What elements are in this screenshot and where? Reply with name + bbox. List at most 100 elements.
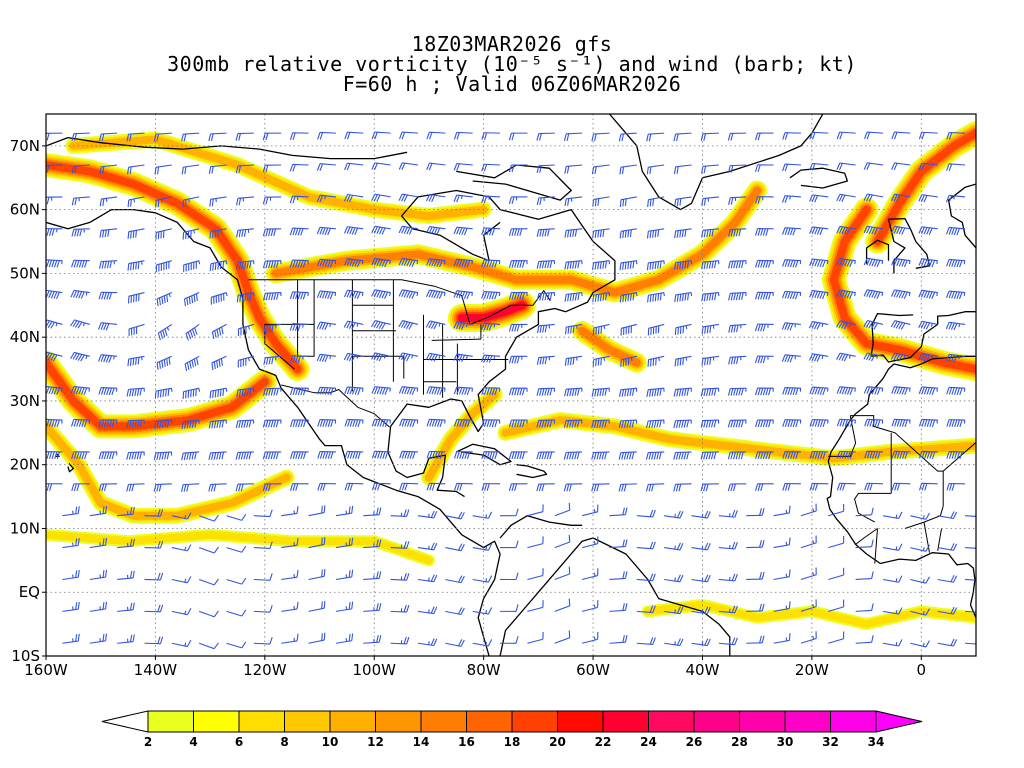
wind-barb bbox=[674, 291, 693, 303]
wind-barb bbox=[289, 483, 309, 491]
wind-barb bbox=[755, 419, 774, 428]
wind-barb bbox=[281, 569, 299, 581]
wind-barb bbox=[289, 419, 309, 428]
wind-barb bbox=[117, 506, 135, 517]
wind-barb bbox=[863, 225, 884, 235]
wind-barb bbox=[316, 226, 336, 236]
vort-band-northern-canada-band bbox=[65, 131, 492, 224]
wind-barb bbox=[536, 228, 555, 237]
wind-barb bbox=[235, 451, 254, 460]
wind-barb bbox=[800, 535, 817, 549]
colorbar-swatch bbox=[648, 710, 695, 733]
wind-barb bbox=[99, 164, 118, 175]
wind-barb bbox=[890, 289, 911, 299]
wind-barb bbox=[89, 633, 108, 644]
wind-barb bbox=[855, 603, 874, 612]
wind-barb bbox=[144, 508, 164, 517]
wind-barb bbox=[918, 418, 938, 428]
wind-barb bbox=[701, 196, 719, 206]
wind-barb bbox=[316, 163, 336, 171]
wind-barb bbox=[316, 290, 337, 300]
wind-barb bbox=[965, 608, 976, 613]
wind-barb bbox=[508, 228, 528, 236]
colorbar-over-arrow bbox=[875, 710, 923, 733]
wind-barb bbox=[800, 631, 817, 644]
wind-barb bbox=[500, 572, 519, 581]
wind-barb bbox=[673, 483, 692, 492]
wind-barb bbox=[864, 482, 884, 491]
wind-barb bbox=[289, 132, 309, 140]
wind-barb bbox=[117, 570, 135, 581]
wind-barb bbox=[664, 542, 684, 551]
wind-barb bbox=[453, 194, 473, 203]
wind-barb bbox=[399, 418, 419, 427]
vort-band-great-lakes-atlantic-jet bbox=[265, 180, 768, 303]
wind-barb bbox=[155, 260, 172, 273]
colorbar-swatch bbox=[147, 710, 194, 733]
wind-barb bbox=[184, 355, 200, 372]
wind-barb bbox=[445, 543, 465, 552]
wind-barb bbox=[946, 226, 966, 236]
colorbar-swatch bbox=[602, 710, 649, 733]
wind-barb bbox=[371, 352, 391, 362]
wind-barb bbox=[636, 509, 656, 518]
wind-barb bbox=[154, 387, 173, 399]
colorbar-label: 2 bbox=[144, 735, 152, 749]
wind-barb bbox=[481, 259, 501, 268]
wind-barb bbox=[836, 386, 856, 395]
wind-barb bbox=[937, 575, 958, 583]
wind-barb bbox=[417, 638, 438, 647]
wind-barb bbox=[289, 451, 309, 460]
wind-barb bbox=[728, 323, 747, 333]
wind-barb bbox=[809, 482, 829, 491]
wind-barb bbox=[198, 546, 219, 554]
wind-barb bbox=[536, 260, 556, 269]
wind-barb bbox=[554, 630, 571, 644]
wind-barb bbox=[262, 387, 282, 396]
wind-barb bbox=[508, 451, 528, 460]
wind-barb bbox=[591, 451, 610, 460]
wind-barb bbox=[344, 482, 364, 491]
wind-barb bbox=[809, 418, 829, 428]
wind-barb bbox=[198, 642, 219, 650]
wind-barb bbox=[71, 196, 90, 206]
wind-barb bbox=[918, 131, 938, 140]
wind-barb bbox=[308, 632, 326, 644]
wind-barb bbox=[910, 608, 930, 616]
wind-barb bbox=[417, 574, 438, 583]
wind-barb bbox=[508, 260, 528, 268]
wind-barb bbox=[371, 450, 391, 459]
wind-barb bbox=[910, 576, 930, 584]
wind-barb bbox=[171, 512, 192, 520]
wind-barb bbox=[371, 193, 391, 202]
wind-barb bbox=[782, 386, 802, 396]
wind-barb bbox=[864, 418, 884, 427]
wind-barb bbox=[591, 419, 610, 428]
wind-barb bbox=[828, 631, 845, 644]
wind-barb bbox=[536, 132, 555, 141]
wind-barb bbox=[262, 419, 282, 428]
wind-barb bbox=[718, 509, 738, 518]
wind-barb bbox=[945, 290, 966, 300]
wind-barb bbox=[782, 259, 802, 268]
wind-barb bbox=[564, 196, 583, 207]
wind-barb bbox=[828, 503, 845, 517]
wind-barb bbox=[371, 482, 391, 491]
wind-barb bbox=[453, 386, 473, 396]
wind-barb bbox=[718, 573, 738, 582]
wind-barb bbox=[609, 507, 628, 517]
wind-barb bbox=[609, 634, 628, 644]
wind-barb bbox=[701, 260, 720, 270]
lon-tick-label: 140W bbox=[134, 661, 178, 679]
wind-barb bbox=[592, 355, 610, 367]
wind-barb bbox=[253, 541, 273, 549]
wind-barb bbox=[156, 292, 173, 307]
wind-barb bbox=[253, 509, 273, 518]
vort-band-northeast-us-core bbox=[447, 291, 536, 332]
wind-barb bbox=[371, 418, 391, 427]
wind-barb bbox=[691, 574, 711, 583]
vort-band-eastern-atlantic-trough bbox=[821, 197, 976, 382]
wind-barb bbox=[126, 451, 145, 460]
wind-barb bbox=[918, 320, 938, 330]
wind-barb bbox=[619, 260, 638, 271]
